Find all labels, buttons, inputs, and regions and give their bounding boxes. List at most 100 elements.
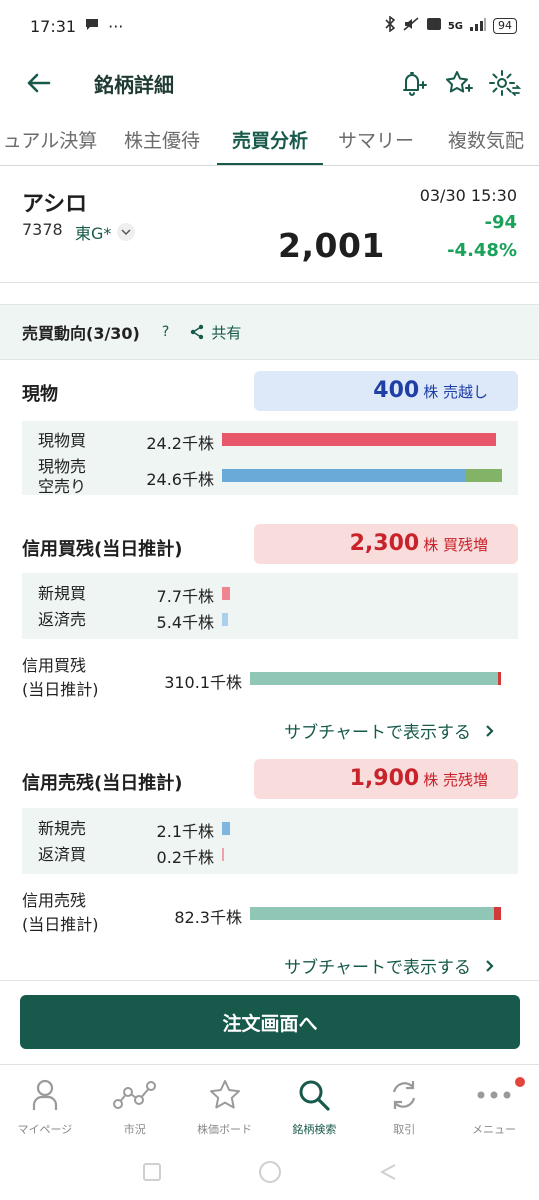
chevron-right-icon bbox=[486, 959, 494, 972]
notification-badge bbox=[514, 1077, 525, 1087]
price-change: -94 bbox=[484, 212, 517, 233]
nav-item-menu[interactable]: メニュー bbox=[449, 1065, 539, 1148]
new-buy-bar bbox=[222, 587, 230, 600]
subchart-link-label: サブチャートで表示する bbox=[284, 723, 471, 743]
spot-net-unit: 株 売越し bbox=[423, 383, 488, 401]
order-screen-button[interactable]: 注文画面へ bbox=[20, 995, 520, 1049]
nav-label: メニュー bbox=[472, 1123, 517, 1136]
settings-sync-gear-icon[interactable] bbox=[489, 67, 521, 99]
more-icon bbox=[476, 1075, 512, 1115]
price-timestamp: 03/30 15:30 bbox=[419, 186, 517, 205]
nav-item-mypage[interactable]: マイページ bbox=[0, 1065, 90, 1148]
nav-item-market[interactable]: 市況 bbox=[90, 1065, 180, 1148]
app-bar: 銘柄詳細 bbox=[0, 52, 539, 114]
spot-title: 現物 bbox=[22, 384, 58, 405]
margin-buy-net-unit: 株 買残増 bbox=[423, 536, 488, 554]
add-favorite-star-icon[interactable] bbox=[443, 67, 475, 99]
new-sell-value: 2.1千株 bbox=[156, 822, 214, 841]
spot-panel: 現物買 24.2千株 現物売 空売り 24.6千株 bbox=[22, 421, 518, 496]
nav-label: 取引 bbox=[393, 1123, 416, 1136]
stock-name: アシロ bbox=[22, 192, 88, 217]
margin-buy-subchart-link[interactable]: サブチャートで表示する bbox=[284, 718, 495, 743]
margin-sell-net-badge: 1,900 株 売残増 bbox=[254, 759, 518, 799]
margin-sell-balance-label: 信用売残 bbox=[22, 891, 87, 910]
short-sell-label: 空売り bbox=[38, 477, 87, 496]
margin-sell-net-unit: 株 売残増 bbox=[423, 771, 488, 789]
margin-sell-balance-bar bbox=[250, 907, 494, 920]
margin-buy-balance-sublabel: (当日推計) bbox=[22, 680, 99, 699]
margin-sell-net-value: 1,900 bbox=[349, 766, 420, 791]
margin-buy-balance-bar bbox=[250, 672, 498, 685]
tab-multi-quote[interactable]: 複数気配 bbox=[447, 130, 524, 152]
market-selector[interactable]: 東G* bbox=[75, 220, 136, 244]
spot-buy-bar bbox=[222, 433, 496, 446]
tab-annual-results[interactable]: ュアル決算 bbox=[2, 130, 98, 152]
nav-label: 株価ボード bbox=[197, 1123, 253, 1136]
margin-buy-increase-bar bbox=[498, 672, 501, 685]
share-button[interactable]: 共有 bbox=[189, 322, 241, 343]
status-bar: 17:31 ··· 5G 94 bbox=[0, 0, 539, 52]
stock-code: 7378 bbox=[22, 220, 63, 239]
chat-notification-icon bbox=[84, 16, 100, 36]
nav-item-stock-search[interactable]: 銘柄検索 bbox=[269, 1065, 359, 1148]
back-arrow-icon[interactable] bbox=[22, 67, 54, 99]
repay-buy-value: 0.2千株 bbox=[156, 848, 214, 867]
new-sell-label: 新規売 bbox=[38, 819, 87, 838]
margin-buy-title: 信用買残(当日推計) bbox=[22, 539, 183, 560]
margin-sell-increase-bar bbox=[494, 907, 501, 920]
market-label: 東G* bbox=[75, 224, 112, 243]
spot-sell-value: 24.6千株 bbox=[146, 470, 214, 489]
network-type-text: 5G bbox=[447, 20, 463, 32]
price-change-percent: -4.48% bbox=[447, 240, 517, 261]
tab-shareholder-benefits[interactable]: 株主優待 bbox=[123, 130, 200, 152]
share-icon bbox=[191, 324, 204, 340]
market-chart-icon bbox=[112, 1075, 157, 1115]
nav-item-stock-board[interactable]: 株価ボード bbox=[180, 1065, 270, 1148]
search-icon bbox=[297, 1075, 331, 1115]
bluetooth-icon bbox=[384, 15, 396, 36]
bottom-separator bbox=[0, 980, 539, 981]
margin-buy-panel: 新規買 7.7千株 返済売 5.4千株 bbox=[22, 573, 518, 639]
chevron-down-icon bbox=[117, 223, 136, 241]
section-title: 売買動向(3/30) bbox=[22, 324, 140, 343]
more-notifications-icon: ··· bbox=[108, 16, 124, 36]
mute-icon bbox=[402, 16, 420, 36]
trade-trend-header: 売買動向(3/30) ? 共有 bbox=[0, 304, 539, 360]
margin-sell-subchart-link[interactable]: サブチャートで表示する bbox=[284, 953, 495, 978]
nav-label: 銘柄検索 bbox=[292, 1123, 337, 1136]
nav-item-trade[interactable]: 取引 bbox=[359, 1065, 449, 1148]
tab-summary[interactable]: サマリー bbox=[337, 130, 414, 152]
margin-buy-net-badge: 2,300 株 買残増 bbox=[254, 524, 518, 564]
margin-sell-balance-sublabel: (当日推計) bbox=[22, 915, 99, 934]
repay-buy-label: 返済買 bbox=[38, 845, 87, 864]
margin-buy-balance-value: 310.1千株 bbox=[164, 673, 242, 692]
stock-header: アシロ 7378 東G* 2,001 03/30 15:30 -94 -4.48… bbox=[0, 168, 539, 280]
subchart-link-label: サブチャートで表示する bbox=[284, 958, 471, 978]
spot-net-value: 400 bbox=[373, 378, 420, 403]
repay-sell-value: 5.4千株 bbox=[156, 613, 214, 632]
short-sell-bar bbox=[466, 469, 502, 482]
margin-sell-title: 信用売残(当日推計) bbox=[22, 773, 183, 794]
margin-buy-balance-label: 信用買残 bbox=[22, 656, 87, 675]
new-buy-label: 新規買 bbox=[38, 584, 87, 603]
status-time: 17:31 bbox=[30, 16, 77, 36]
signal-icon bbox=[469, 17, 487, 35]
help-icon[interactable]: ? bbox=[161, 324, 170, 340]
nav-label: マイページ bbox=[17, 1123, 73, 1136]
chevron-right-icon bbox=[486, 724, 494, 737]
home-icon[interactable] bbox=[257, 1159, 283, 1189]
header-divider bbox=[0, 282, 539, 304]
spot-buy-label: 現物買 bbox=[38, 431, 87, 450]
recent-apps-icon[interactable] bbox=[142, 1162, 162, 1186]
add-alert-bell-icon[interactable] bbox=[397, 67, 429, 99]
tab-bar: ュアル決算 株主優待 売買分析 サマリー 複数気配 bbox=[0, 118, 539, 166]
new-buy-value: 7.7千株 bbox=[156, 587, 214, 606]
nav-label: 市況 bbox=[123, 1123, 146, 1136]
share-label: 共有 bbox=[211, 323, 242, 342]
margin-sell-balance-value: 82.3千株 bbox=[174, 908, 242, 927]
margin-sell-panel: 新規売 2.1千株 返済買 0.2千株 bbox=[22, 808, 518, 874]
bottom-nav: マイページ 市況 株価ボード 銘柄検索 取引 メニュー bbox=[0, 1064, 539, 1148]
tab-trade-analysis[interactable]: 売買分析 bbox=[217, 118, 323, 165]
stock-price: 2,001 bbox=[278, 226, 385, 265]
system-back-icon[interactable] bbox=[378, 1162, 398, 1186]
